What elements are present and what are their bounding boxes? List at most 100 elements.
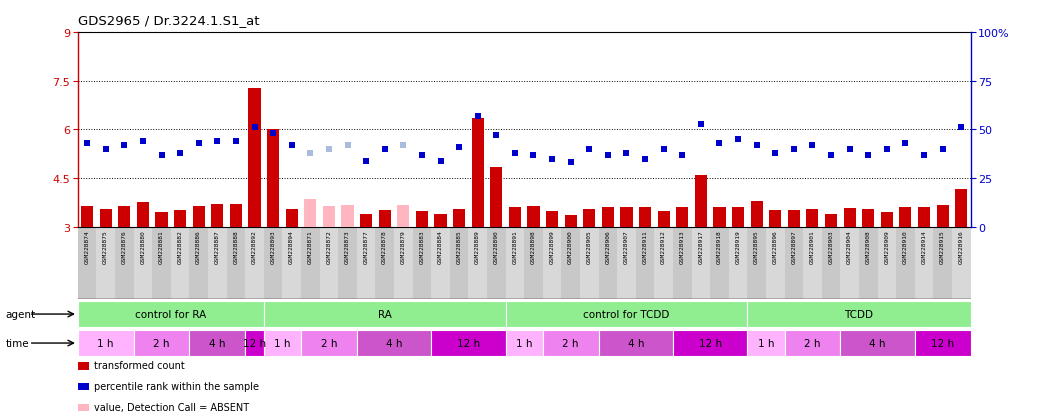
Point — [507, 150, 523, 157]
Bar — [936, 205, 949, 227]
Text: 2 h: 2 h — [563, 338, 579, 348]
Point — [79, 140, 95, 147]
Point — [859, 152, 876, 159]
Bar — [599, 227, 618, 299]
Bar — [766, 227, 785, 299]
Bar — [248, 89, 261, 227]
Text: GSM228871: GSM228871 — [308, 229, 312, 263]
Bar — [543, 330, 599, 356]
Point — [563, 160, 579, 166]
Bar — [822, 227, 841, 299]
Text: GSM228873: GSM228873 — [345, 229, 350, 263]
Text: RA: RA — [378, 309, 391, 319]
Bar — [673, 227, 691, 299]
Point — [154, 152, 170, 159]
Bar — [858, 227, 877, 299]
Text: 2 h: 2 h — [804, 338, 821, 348]
Bar — [844, 209, 855, 227]
Point — [636, 156, 653, 162]
Point — [823, 152, 840, 159]
Bar — [527, 206, 540, 227]
Point — [246, 125, 263, 131]
Text: GSM228872: GSM228872 — [326, 229, 331, 263]
Text: 1 h: 1 h — [516, 338, 532, 348]
Bar — [226, 227, 245, 299]
Point — [395, 142, 412, 149]
Bar — [264, 301, 506, 327]
Text: agent: agent — [5, 309, 35, 319]
Bar — [264, 227, 282, 299]
Text: 2 h: 2 h — [321, 338, 337, 348]
Bar — [487, 227, 506, 299]
Bar — [189, 227, 208, 299]
Point — [878, 146, 895, 153]
Point — [377, 146, 393, 153]
Bar — [416, 212, 428, 227]
Bar — [807, 209, 819, 227]
Bar — [788, 210, 800, 227]
Bar — [543, 227, 562, 299]
Text: GSM228881: GSM228881 — [159, 229, 164, 263]
Text: 12 h: 12 h — [457, 338, 480, 348]
Point — [98, 146, 114, 153]
Bar — [899, 208, 911, 227]
Text: value, Detection Call = ABSENT: value, Detection Call = ABSENT — [94, 402, 249, 412]
Point — [730, 136, 746, 143]
Text: 4 h: 4 h — [869, 338, 885, 348]
Point — [172, 150, 189, 157]
Bar — [189, 330, 245, 356]
Text: GSM228915: GSM228915 — [940, 229, 946, 263]
Bar — [245, 330, 264, 356]
Text: GSM228887: GSM228887 — [215, 229, 220, 263]
Bar — [803, 227, 822, 299]
Text: transformed count: transformed count — [94, 361, 185, 370]
Bar — [673, 330, 747, 356]
Point — [469, 113, 486, 120]
Bar — [524, 227, 543, 299]
Bar — [562, 227, 580, 299]
Text: GSM228893: GSM228893 — [271, 229, 276, 263]
Text: GSM228874: GSM228874 — [85, 229, 89, 263]
Bar — [282, 227, 301, 299]
Bar — [658, 211, 670, 227]
Bar — [583, 209, 596, 227]
Text: time: time — [5, 338, 29, 348]
Point — [135, 138, 152, 145]
Text: GSM228900: GSM228900 — [568, 229, 573, 263]
Point — [674, 152, 690, 159]
Text: GSM228892: GSM228892 — [252, 229, 257, 263]
Point — [413, 152, 430, 159]
Bar — [323, 206, 335, 227]
Bar — [468, 227, 487, 299]
Text: GSM228877: GSM228877 — [363, 229, 368, 263]
Point — [692, 121, 709, 128]
Text: GSM228891: GSM228891 — [513, 229, 517, 263]
Point — [227, 138, 244, 145]
Text: GSM228886: GSM228886 — [196, 229, 201, 263]
Point — [842, 146, 858, 153]
Bar — [506, 301, 747, 327]
Text: 4 h: 4 h — [628, 338, 644, 348]
Bar — [97, 227, 115, 299]
Point — [897, 140, 913, 147]
Text: GSM228903: GSM228903 — [828, 229, 834, 263]
Bar — [357, 330, 431, 356]
Text: GSM228876: GSM228876 — [121, 229, 127, 263]
Text: GSM228917: GSM228917 — [699, 229, 704, 263]
Text: GSM228916: GSM228916 — [959, 229, 963, 263]
Bar — [732, 207, 744, 227]
Bar — [914, 227, 933, 299]
Text: GSM228878: GSM228878 — [382, 229, 387, 263]
Bar — [747, 227, 766, 299]
Bar — [267, 130, 279, 227]
Bar — [376, 227, 394, 299]
Point — [619, 150, 635, 157]
Point — [525, 152, 542, 159]
Bar — [394, 227, 413, 299]
Point — [916, 152, 932, 159]
Bar — [357, 227, 376, 299]
Bar — [729, 227, 747, 299]
Bar — [431, 227, 449, 299]
Point — [953, 125, 969, 131]
Bar — [580, 227, 599, 299]
